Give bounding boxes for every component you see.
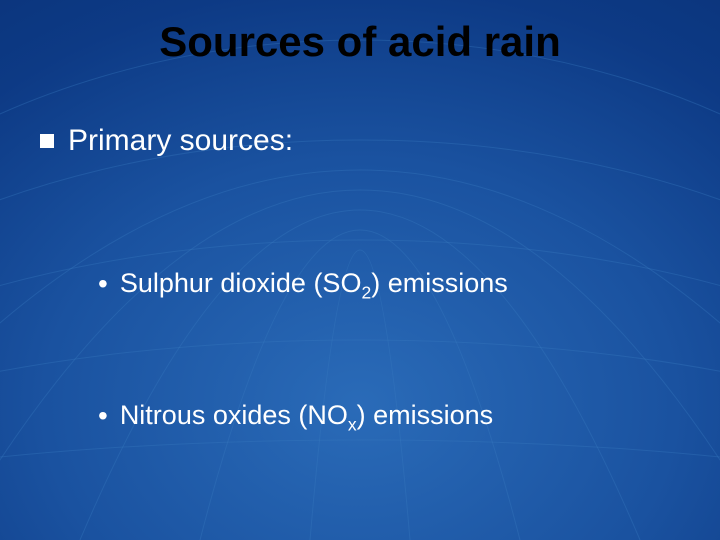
bullet-level2-text: Sulphur dioxide (SO2) emissions	[120, 268, 508, 303]
bullet-level2-item: • Nitrous oxides (NOx) emissions	[98, 400, 493, 435]
square-bullet-icon	[40, 134, 54, 148]
bullet-level1-item: Primary sources:	[40, 124, 293, 158]
slide-title: Sources of acid rain	[0, 18, 720, 66]
bullet-level2-item: • Sulphur dioxide (SO2) emissions	[98, 268, 508, 303]
slide: Sources of acid rain Primary sources: • …	[0, 0, 720, 540]
dot-bullet-icon: •	[98, 402, 108, 430]
bullet-level1-text: Primary sources:	[68, 124, 293, 158]
bullet-level2-text: Nitrous oxides (NOx) emissions	[120, 400, 493, 435]
dot-bullet-icon: •	[98, 270, 108, 298]
